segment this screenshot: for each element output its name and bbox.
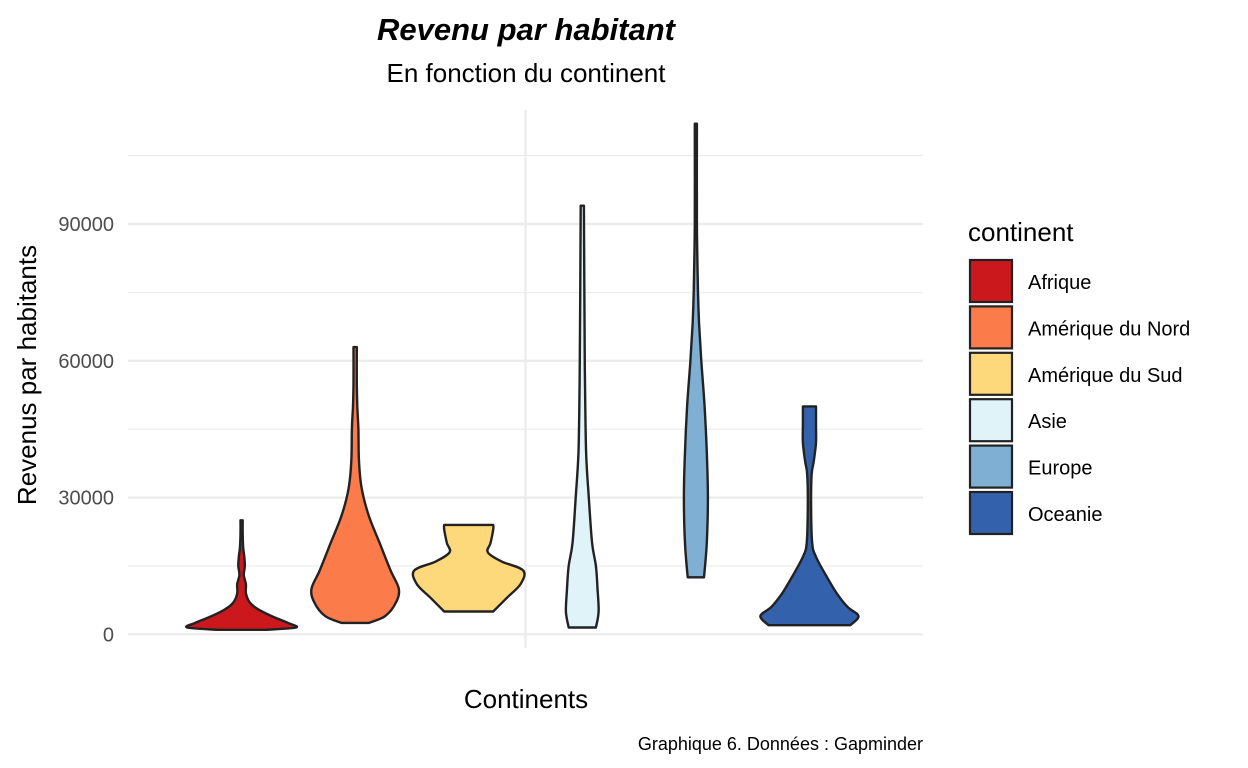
- legend-label-oceanie: Oceanie: [1028, 504, 1103, 526]
- chart-caption: Graphique 6. Données : Gapminder: [638, 734, 923, 754]
- violin-afrique: [185, 519, 299, 631]
- legend-label-europe: Europe: [1028, 458, 1093, 480]
- legend-title: continent: [968, 217, 1074, 247]
- legend-label-afrique: Afrique: [1028, 272, 1091, 294]
- x-axis-title: Continents: [464, 684, 588, 714]
- legend-key-oceanie: [968, 490, 1014, 536]
- y-axis-title: Revenus par habitants: [12, 245, 42, 505]
- legend-key-am-rique-du-nord: [968, 305, 1014, 350]
- y-tick-label: 90000: [58, 214, 114, 236]
- y-tick-label: 0: [103, 624, 114, 646]
- y-tick-label: 60000: [58, 351, 114, 373]
- legend-key-afrique: [968, 258, 1014, 304]
- violin-am-rique-du-nord: [310, 345, 401, 625]
- legend-label-asie: Asie: [1028, 411, 1067, 433]
- legend-key-europe: [968, 444, 1014, 489]
- violin-am-rique-du-sud: [411, 523, 526, 613]
- grid: [128, 110, 923, 648]
- violin-europe: [682, 122, 710, 579]
- y-ticks: 0 30000 60000 90000: [58, 214, 114, 646]
- legend-key-am-rique-du-sud: [968, 351, 1014, 396]
- legend-label-am-rique-du-sud: Amérique du Sud: [1028, 365, 1183, 387]
- legend-key-asie: [968, 398, 1014, 443]
- chart-subtitle: En fonction du continent: [387, 58, 667, 88]
- chart-title: Revenu par habitant: [377, 12, 677, 47]
- violin-oceanie: [759, 405, 860, 627]
- y-tick-label: 30000: [58, 488, 114, 510]
- violin-asie: [564, 204, 600, 629]
- legend-label-am-rique-du-nord: Amérique du Nord: [1028, 318, 1190, 340]
- legend: continent Afrique Amérique du Nord Amériqu…: [968, 217, 1190, 536]
- violins: [185, 122, 860, 631]
